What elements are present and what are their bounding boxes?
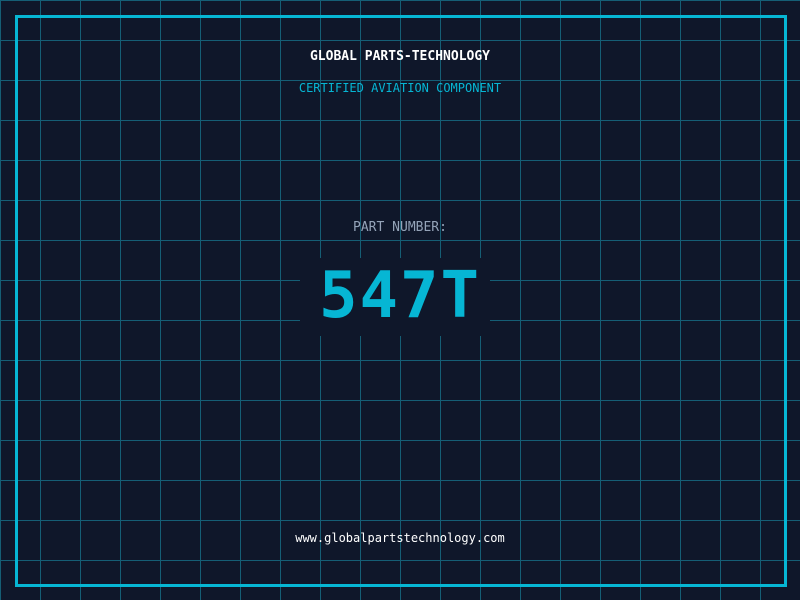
part-number-label: PART NUMBER: bbox=[353, 220, 447, 235]
website-url: www.globalpartstechnology.com bbox=[295, 531, 505, 545]
part-number-value: 547T bbox=[318, 259, 482, 333]
border-frame bbox=[15, 15, 787, 587]
part-number-backdrop bbox=[300, 258, 490, 336]
subtitle: CERTIFIED AVIATION COMPONENT bbox=[298, 81, 502, 95]
company-title: GLOBAL PARTS-TECHNOLOGY bbox=[309, 49, 490, 64]
